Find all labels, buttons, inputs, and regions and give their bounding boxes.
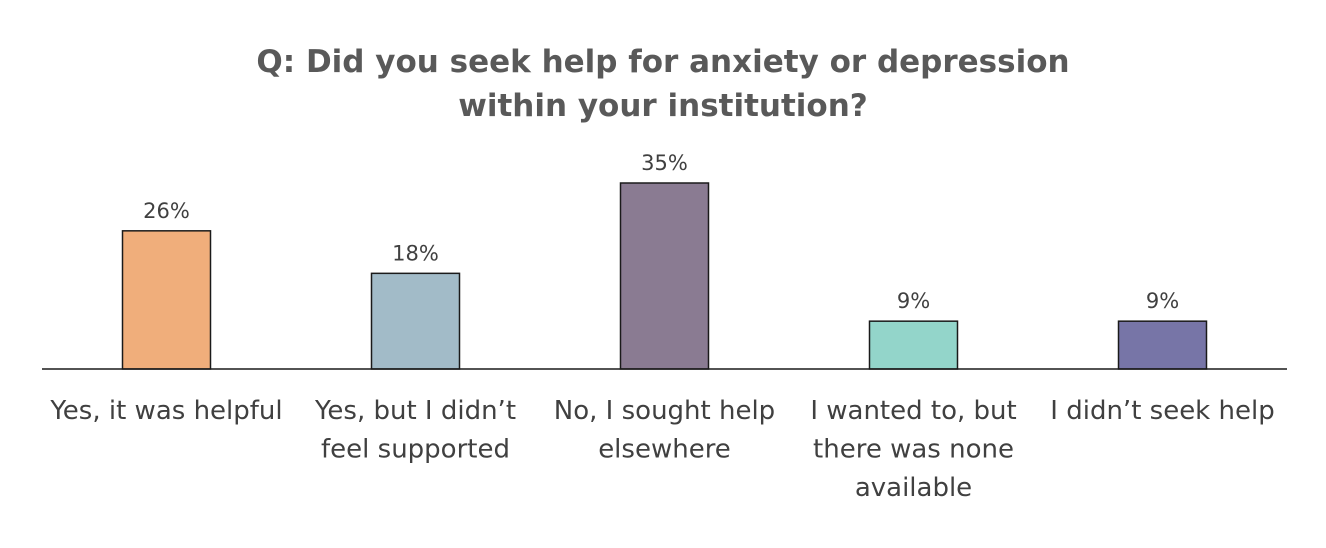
data-label-3: 35%: [641, 151, 688, 175]
category-label-line: elsewhere: [598, 435, 731, 465]
category-label-3: No, I sought help elsewhere: [554, 396, 775, 465]
category-label-line: available: [855, 473, 972, 503]
category-label-2: Yes, but I didn’t feel supported: [314, 396, 516, 465]
category-label-line: Yes, it was helpful: [49, 396, 282, 426]
bar-4: [868, 320, 959, 370]
category-label-line: there was none: [813, 435, 1014, 465]
category-label-line: feel supported: [321, 435, 510, 465]
category-label-1: Yes, it was helpful: [49, 396, 282, 426]
category-label-line: Yes, but I didn’t: [314, 396, 516, 426]
data-label-1: 26%: [143, 199, 190, 223]
category-label-line: I didn’t seek help: [1050, 396, 1274, 426]
data-label-2: 18%: [392, 241, 439, 265]
bar-2: [370, 272, 461, 370]
chart-title: Q: Did you seek help for anxiety or depr…: [256, 44, 1070, 124]
category-label-line: I wanted to, but: [810, 396, 1016, 426]
category-label-4: I wanted to, but there was none available: [810, 396, 1016, 503]
bar-5: [1117, 320, 1208, 370]
category-label-line: No, I sought help: [554, 396, 775, 426]
bar-1: [121, 230, 212, 370]
bar-3: [619, 182, 710, 370]
category-label-5: I didn’t seek help: [1050, 396, 1274, 426]
data-label-4: 9%: [897, 289, 930, 313]
data-label-5: 9%: [1146, 289, 1179, 313]
